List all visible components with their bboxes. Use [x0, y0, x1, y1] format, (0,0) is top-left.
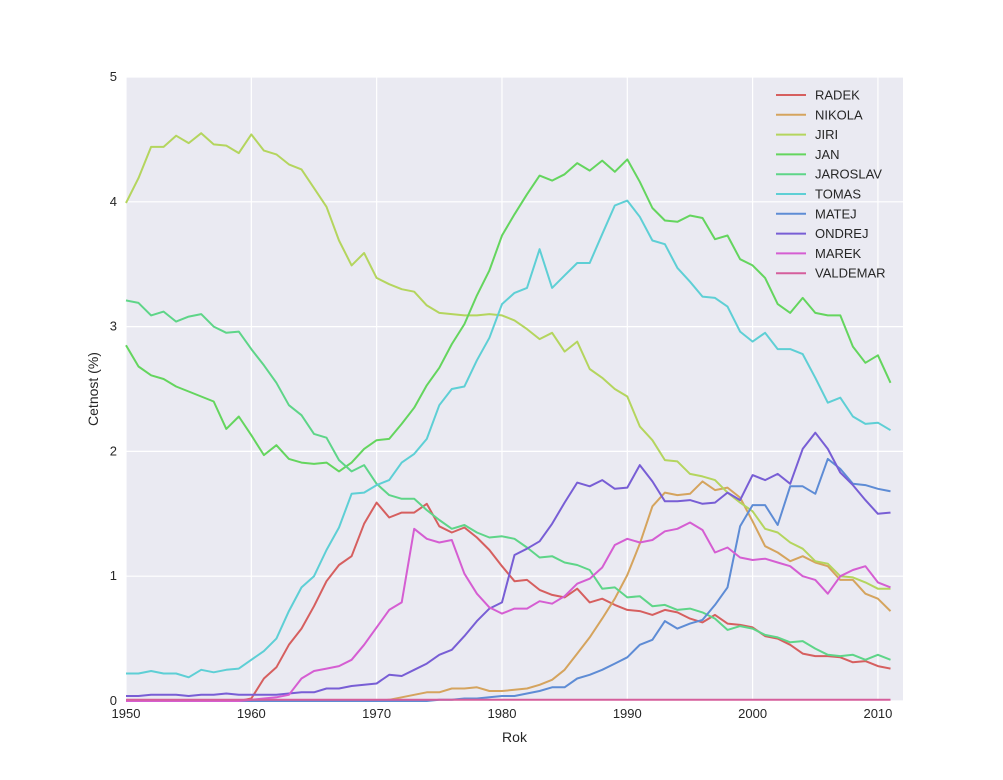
series-line-ondrej [126, 431, 891, 697]
x-tick-label: 2010 [863, 706, 892, 721]
legend-label: NIKOLA [815, 107, 863, 122]
series-line-tomas [126, 199, 892, 679]
y-tick-label: 0 [110, 693, 117, 708]
legend: RADEK NIKOLA JIRI JAN JAROSLAV TOMAS MATEJ ONDR… [776, 88, 886, 281]
x-tick-label: 2000 [738, 706, 767, 721]
plot-area [126, 77, 903, 701]
x-tick-label: 1980 [488, 706, 517, 721]
y-tick-label: 2 [110, 443, 117, 458]
legend-item-tomas: TOMAS [776, 187, 861, 202]
x-tick-label: 1970 [362, 706, 391, 721]
legend-label: JAN [815, 147, 840, 162]
grid-lines [125, 76, 903, 702]
legend-label: ONDREJ [815, 226, 868, 241]
y-tick-label: 1 [110, 568, 117, 583]
x-tick-labels: 1950 1960 1970 1980 1990 2000 2010 [112, 706, 893, 721]
y-tick-label: 5 [110, 69, 117, 84]
legend-label: MAREK [815, 246, 862, 261]
legend-label: JIRI [815, 127, 838, 142]
y-tick-labels: 0 1 2 3 4 5 [110, 69, 117, 708]
legend-label: TOMAS [815, 187, 861, 202]
y-tick-label: 4 [110, 194, 117, 209]
series-line-matej [126, 457, 891, 702]
x-tick-label: 1960 [237, 706, 266, 721]
series-line-jaroslav [125, 299, 891, 661]
legend-label: MATEJ [815, 206, 857, 221]
legend-label: RADEK [815, 88, 860, 103]
series-line-jiri [125, 132, 891, 590]
series-lines [125, 132, 892, 702]
x-axis-label: Rok [502, 729, 528, 745]
y-tick-label: 3 [110, 319, 117, 334]
legend-item-valdemar: VALDEMAR [776, 266, 886, 281]
legend-item-jiri: JIRI [776, 127, 838, 142]
legend-item-nikola: NIKOLA [776, 107, 863, 122]
legend-item-ondrej: ONDREJ [776, 226, 868, 241]
legend-label: JAROSLAV [815, 167, 882, 182]
legend-item-radek: RADEK [776, 88, 860, 103]
x-tick-label: 1990 [613, 706, 642, 721]
y-axis-label: Cetnost (%) [85, 352, 101, 426]
legend-label: VALDEMAR [815, 266, 886, 281]
x-tick-label: 1950 [112, 706, 141, 721]
legend-item-marek: MAREK [776, 246, 862, 261]
series-line-jan [125, 158, 892, 473]
legend-item-jan: JAN [776, 147, 840, 162]
legend-item-matej: MATEJ [776, 206, 857, 221]
legend-item-jaroslav: JAROSLAV [776, 167, 882, 182]
